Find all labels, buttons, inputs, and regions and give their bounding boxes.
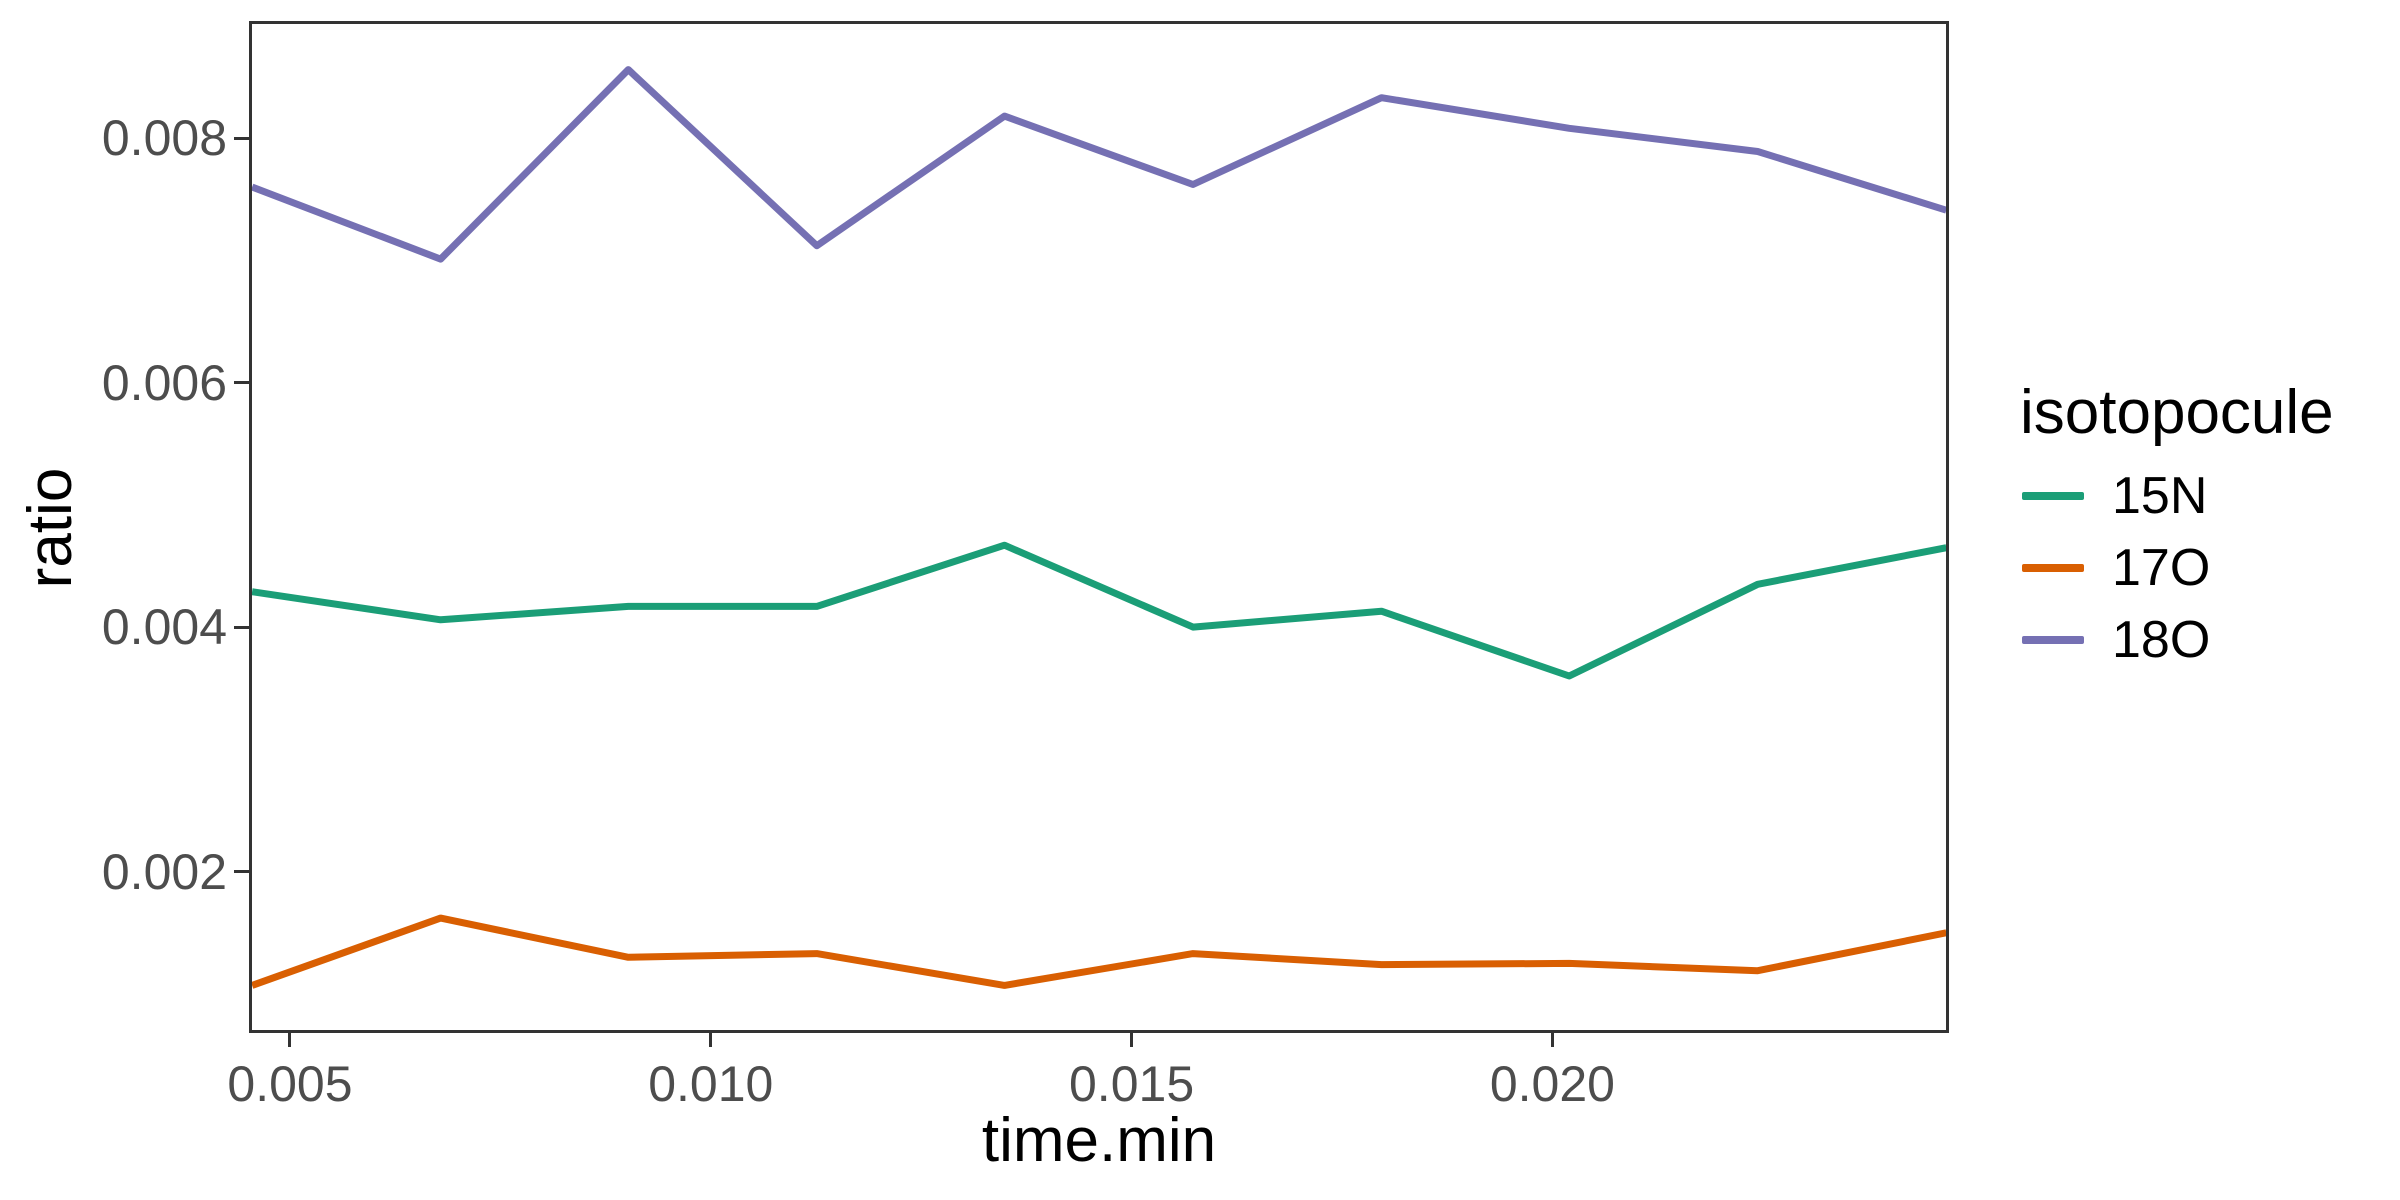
legend-item-18O: 18O xyxy=(2020,604,2400,676)
x-tick-label: 0.020 xyxy=(1489,1056,1615,1112)
legend-item-15N: 15N xyxy=(2020,460,2400,532)
legend: isotopocule 15N 17O 18O xyxy=(2020,380,2400,676)
y-tick-mark xyxy=(234,136,249,140)
x-tick-label: 0.010 xyxy=(648,1056,774,1112)
x-tick-label: 0.005 xyxy=(227,1056,353,1112)
y-tick-label: 0.004 xyxy=(101,599,227,656)
data-line-18O xyxy=(252,66,1946,263)
y-tick-label: 0.008 xyxy=(101,110,227,167)
legend-label: 17O xyxy=(2112,539,2211,597)
y-tick-label: 0.006 xyxy=(101,354,227,411)
x-tick-mark xyxy=(288,1032,292,1047)
legend-items: 15N 17O 18O xyxy=(2020,460,2400,676)
legend-key-line-15N xyxy=(2022,492,2084,500)
y-tick-label: 0.002 xyxy=(101,843,227,900)
legend-item-17O: 17O xyxy=(2020,532,2400,604)
legend-title: isotopocule xyxy=(2020,378,2334,447)
x-axis-title: time.min xyxy=(981,1106,1217,1175)
data-line-15N xyxy=(252,541,1946,680)
y-tick-mark xyxy=(234,870,249,874)
x-tick-mark xyxy=(1550,1032,1554,1047)
x-tick-mark xyxy=(709,1032,713,1047)
x-tick-mark xyxy=(1130,1032,1134,1047)
legend-key-line-18O xyxy=(2022,636,2084,644)
plot-panel xyxy=(249,21,1949,1033)
y-tick-mark xyxy=(234,625,249,629)
legend-key-line-17O xyxy=(2022,564,2084,572)
y-tick-mark xyxy=(234,381,249,385)
plot-lines-svg xyxy=(252,66,1946,989)
legend-label: 18O xyxy=(2112,611,2211,669)
x-tick-label: 0.015 xyxy=(1069,1056,1195,1112)
legend-label: 15N xyxy=(2112,467,2208,525)
data-line-17O xyxy=(252,914,1946,989)
